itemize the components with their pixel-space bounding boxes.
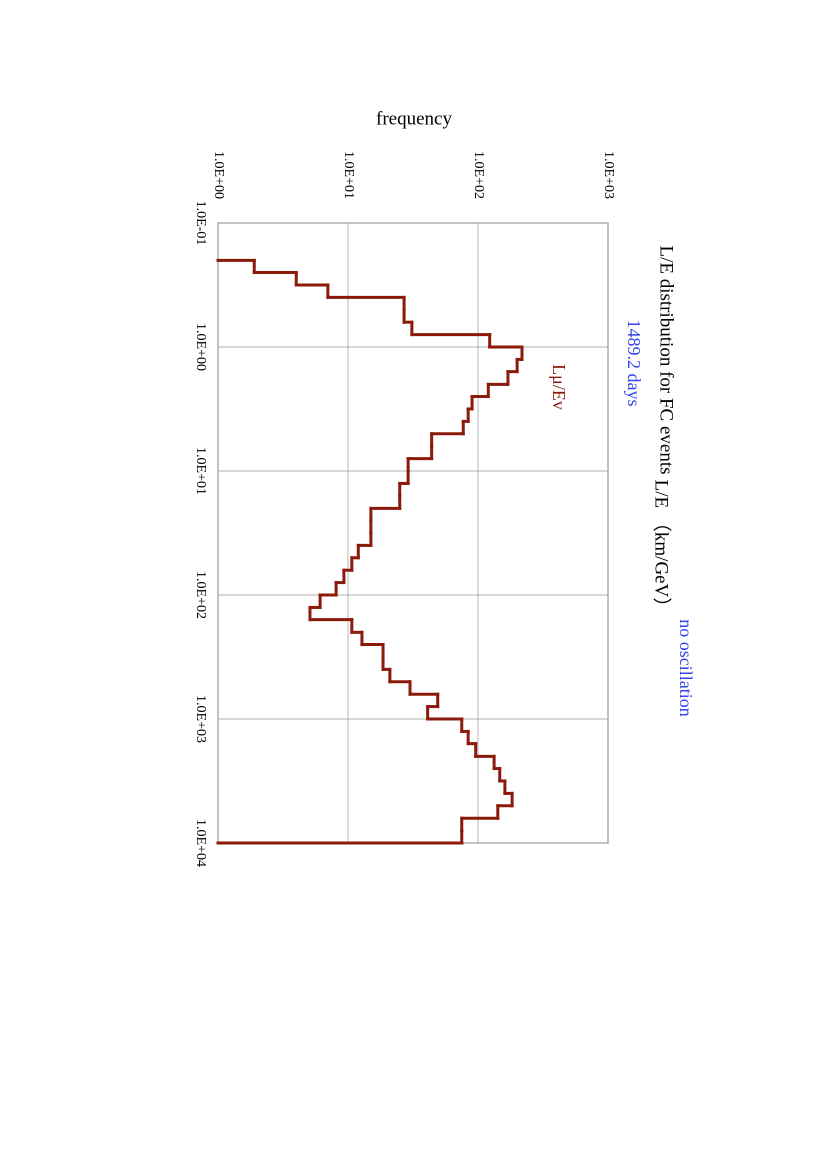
x-tick-label: 1.0E+02 <box>193 571 208 619</box>
y-tick-label: 1.0E+02 <box>471 151 486 199</box>
legend-label: Lμ/Ev <box>549 364 569 410</box>
x-tick-label: 1.0E+00 <box>193 323 208 371</box>
x-axis-label: L/E （km/GeV） <box>651 480 673 617</box>
subtitle: 1489.2 days <box>624 320 644 407</box>
plot-frame <box>217 222 609 844</box>
x-tick-label: 1.0E-01 <box>193 201 208 246</box>
x-tick-label: 1.0E+03 <box>193 695 208 743</box>
x-tick-label: 1.0E+04 <box>193 819 208 867</box>
annotation: no oscillation <box>676 619 696 717</box>
x-tick-label: 1.0E+01 <box>193 447 208 495</box>
y-axis-label: frequency <box>376 108 452 129</box>
y-tick-label: 1.0E+00 <box>211 151 226 199</box>
chart-title: L/E distribution for FC events <box>656 245 677 474</box>
y-tick-label: 1.0E+03 <box>601 151 616 199</box>
y-tick-label: 1.0E+01 <box>341 151 356 199</box>
